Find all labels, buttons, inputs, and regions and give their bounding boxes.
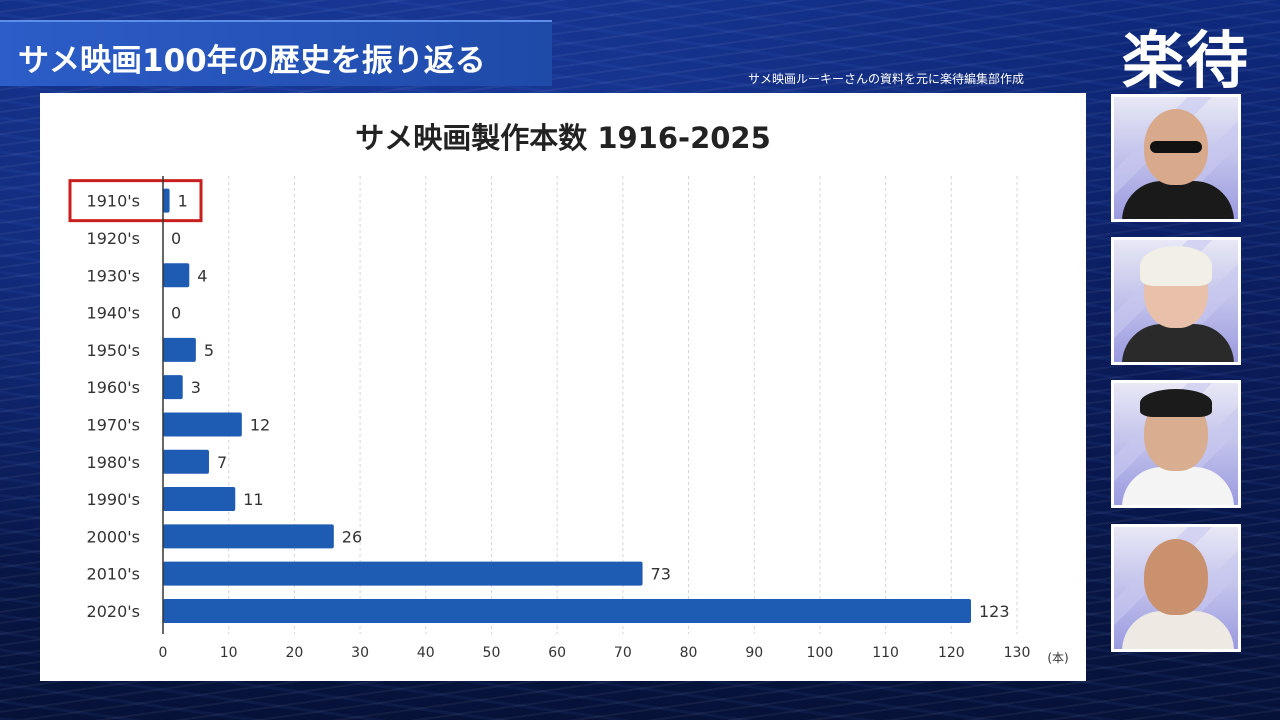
panelist-thumbnail-4 — [1111, 524, 1241, 652]
panelist-thumbnail-3 — [1111, 380, 1241, 508]
x-tick-label: 50 — [483, 645, 501, 661]
y-tick-label: 1950's — [87, 341, 140, 360]
source-credit: サメ映画ルーキーさんの資料を元に楽待編集部作成 — [748, 72, 1025, 86]
y-tick-label: 1960's — [87, 378, 140, 397]
bar — [163, 263, 190, 288]
bar — [163, 337, 196, 362]
data-label: 5 — [204, 341, 214, 360]
bar — [163, 449, 209, 474]
data-label: 11 — [243, 490, 263, 509]
banner-title: サメ映画100年の歴史を振り返る — [18, 43, 486, 79]
bar — [163, 188, 170, 213]
chart-panel: サメ映画製作本数 1916-2025 0 10 20 30 40 50 60 70 80 90 10… — [40, 93, 1086, 681]
highlight-box — [68, 179, 203, 223]
y-tick-label: 2020's — [87, 602, 140, 621]
y-tick-label: 1990's — [87, 490, 140, 509]
y-tick-label: 1970's — [87, 415, 140, 434]
data-label: 73 — [651, 565, 671, 584]
data-label: 12 — [250, 415, 270, 434]
x-tick-label: 10 — [220, 645, 238, 661]
bar — [163, 412, 242, 437]
bar — [163, 598, 972, 623]
data-label: 0 — [171, 304, 181, 323]
x-tick-label: 110 — [872, 645, 899, 661]
y-tick-label: 1940's — [87, 304, 140, 323]
bar — [163, 375, 183, 400]
x-tick-label: 80 — [680, 645, 698, 661]
x-tick-label: 0 — [159, 645, 168, 661]
data-label: 26 — [342, 527, 362, 546]
bar — [163, 561, 643, 586]
data-label: 7 — [217, 453, 227, 472]
panelist-thumbnail-2 — [1111, 237, 1241, 365]
y-tick-label: 1910's — [87, 192, 140, 211]
data-label: 1 — [178, 192, 188, 211]
y-tick-label: 1930's — [87, 266, 140, 285]
title-banner: サメ映画100年の歴史を振り返る — [0, 20, 552, 86]
x-tick-label: 100 — [807, 645, 834, 661]
x-tick-label: 90 — [745, 645, 763, 661]
panelist-thumbnail-1 — [1111, 94, 1241, 222]
bar-chart: 0 10 20 30 40 50 60 70 80 90 100 110 120 130 (本)1910's… — [68, 176, 1069, 665]
x-tick-label: 30 — [351, 645, 369, 661]
data-label: 0 — [171, 229, 181, 248]
bar — [163, 524, 334, 549]
data-label: 4 — [197, 266, 207, 285]
chart-title: サメ映画製作本数 1916-2025 — [355, 121, 771, 155]
x-tick-label: 60 — [548, 645, 566, 661]
x-unit-label: (本) — [1047, 651, 1068, 665]
y-tick-label: 2010's — [87, 565, 140, 584]
bar — [163, 487, 236, 512]
brand-logo: 楽待 — [1122, 24, 1251, 97]
y-tick-label: 1980's — [87, 453, 140, 472]
data-label: 123 — [979, 602, 1010, 621]
x-tick-label: 20 — [285, 645, 303, 661]
x-tick-label: 70 — [614, 645, 632, 661]
x-tick-label: 120 — [938, 645, 965, 661]
data-label: 3 — [191, 378, 201, 397]
y-tick-label: 2000's — [87, 527, 140, 546]
x-tick-label: 130 — [1004, 645, 1031, 661]
y-tick-label: 1920's — [87, 229, 140, 248]
x-tick-label: 40 — [417, 645, 435, 661]
